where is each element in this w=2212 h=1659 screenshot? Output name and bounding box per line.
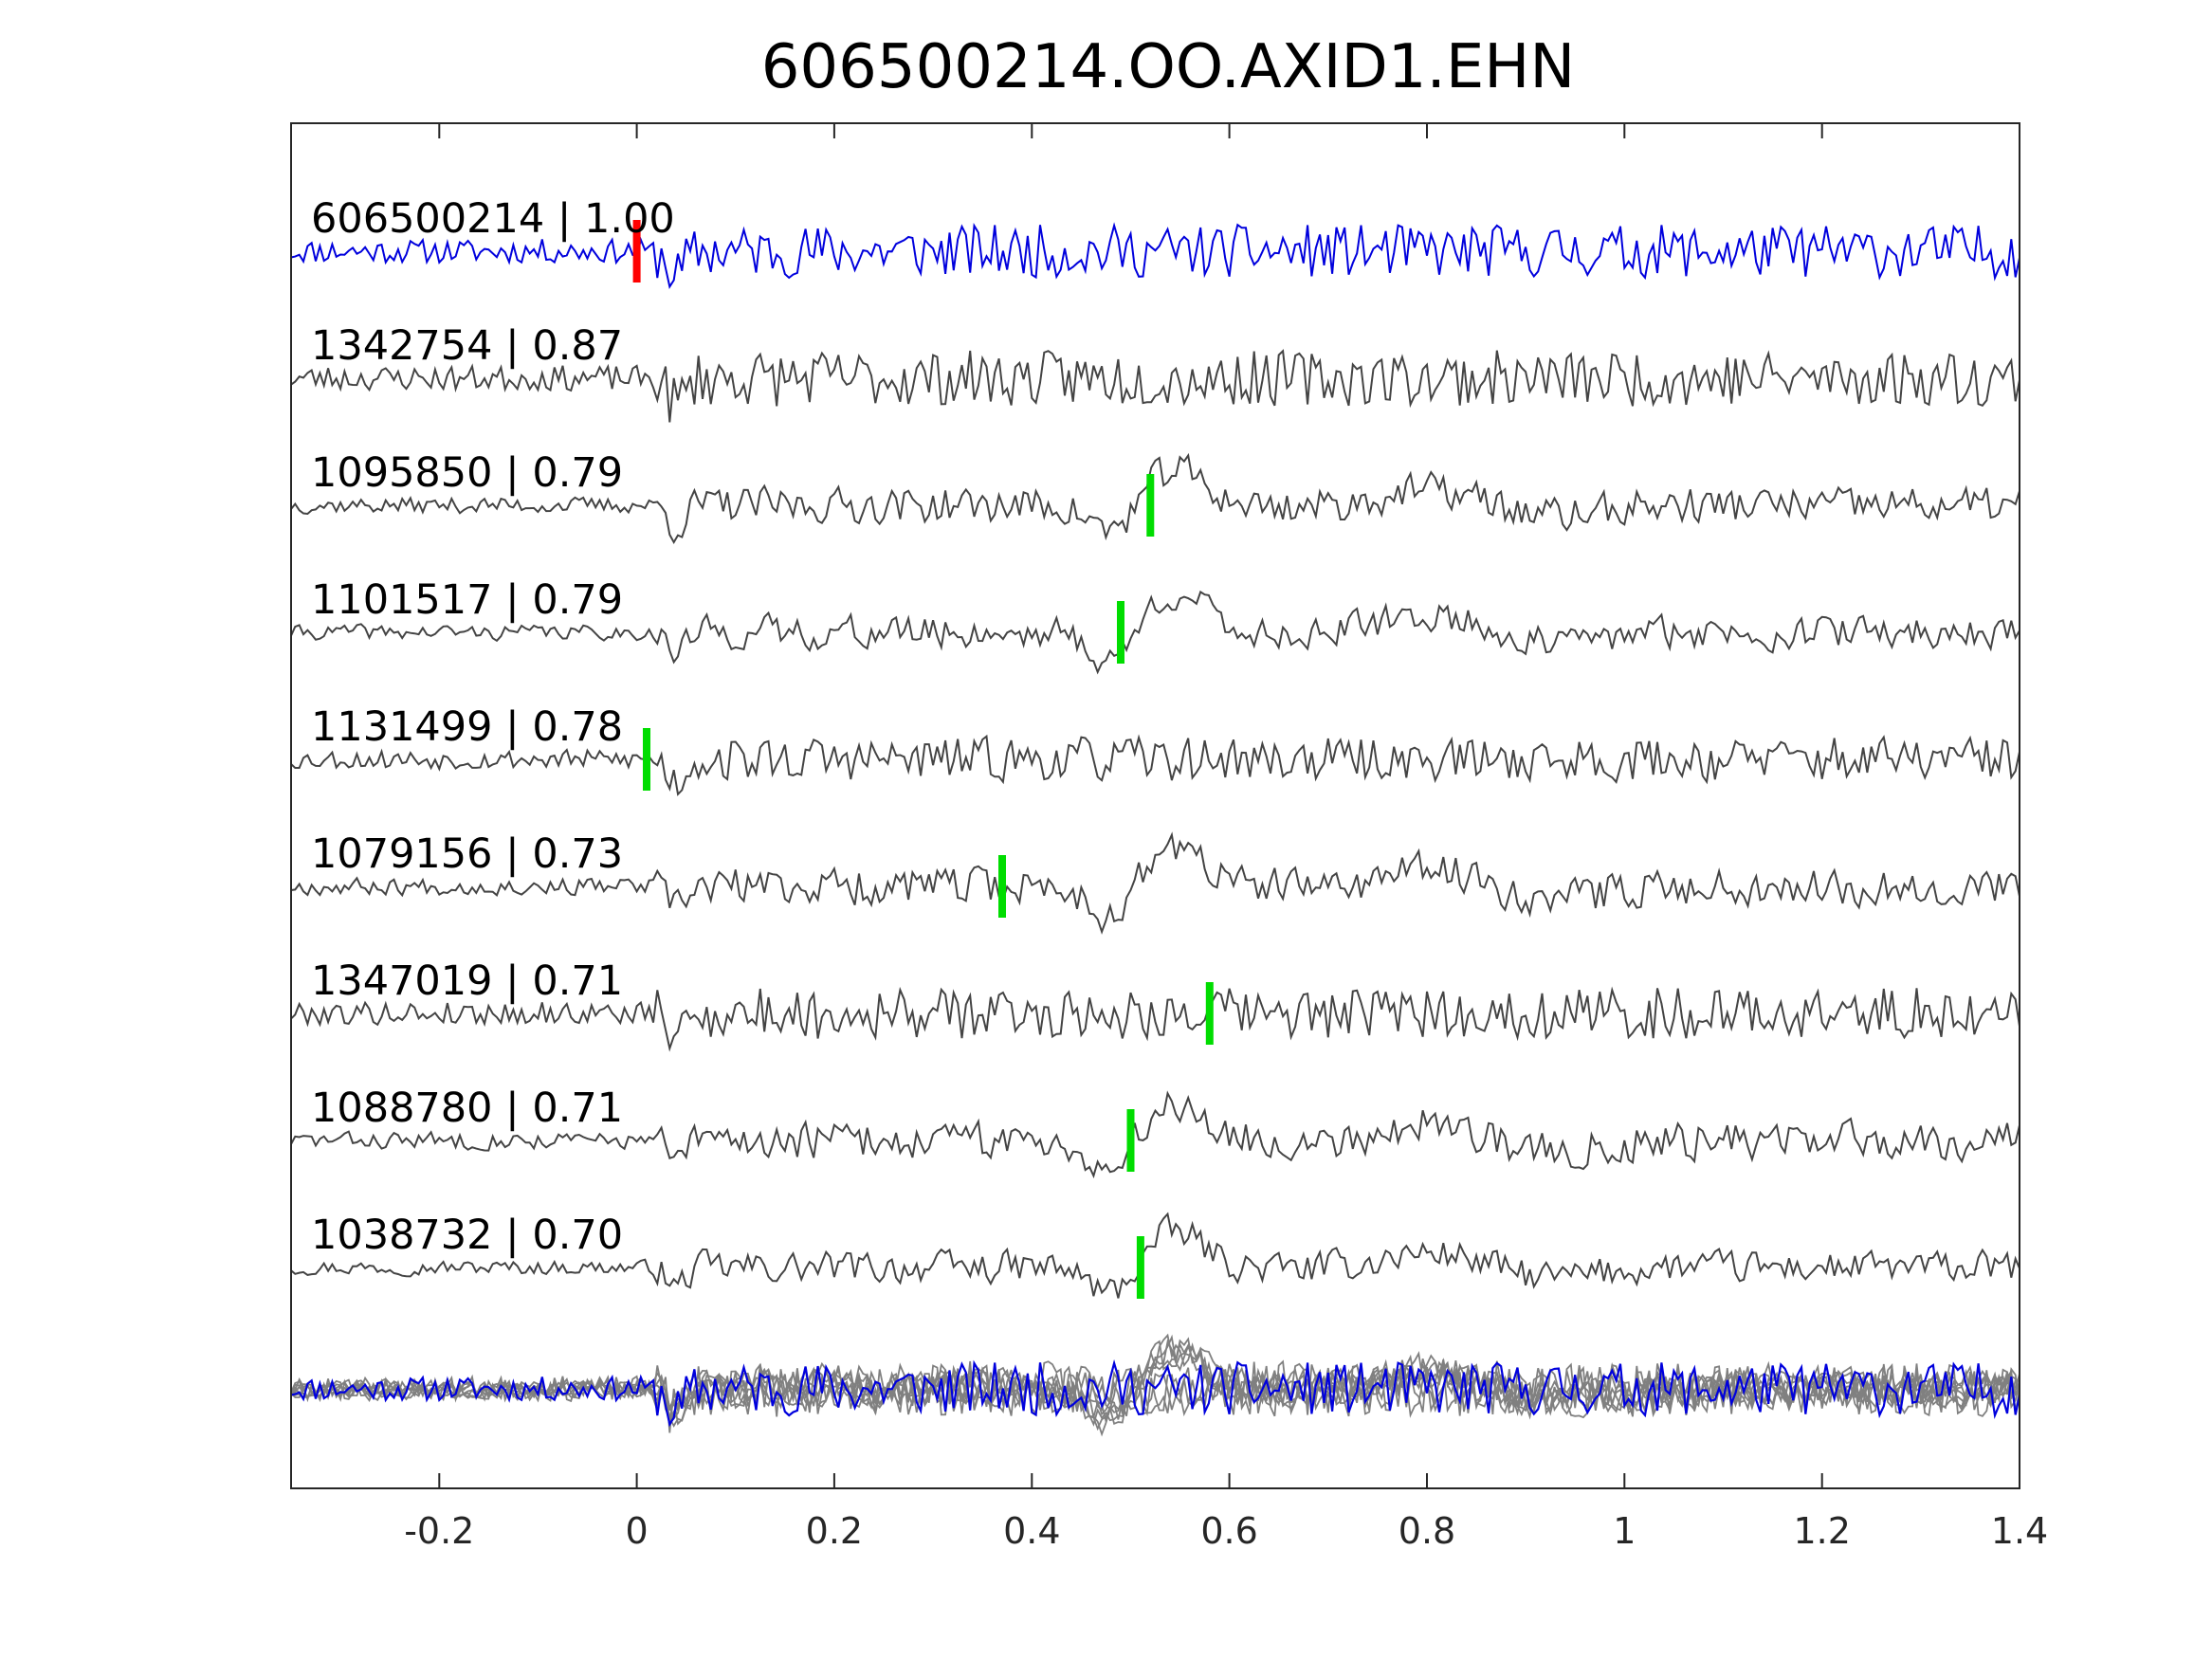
trace-line-1131499 — [290, 734, 2020, 796]
axes-frame — [290, 122, 2020, 1489]
trace-line-1088780 — [290, 1090, 2020, 1179]
trace-label-1088780: 1088780 | 0.71 — [311, 1085, 623, 1132]
trace-label-1038732: 1038732 | 0.70 — [311, 1212, 623, 1259]
pick-markers — [632, 220, 1214, 1299]
trace-label-606500214: 606500214 | 1.00 — [311, 195, 675, 243]
trace-line-1079156 — [290, 831, 2020, 935]
x-tick-label-8: 1.4 — [1991, 1510, 2048, 1552]
x-tick-label-3: 0.4 — [1003, 1510, 1060, 1552]
trace-label-1095850: 1095850 | 0.79 — [311, 449, 623, 497]
trace-labels: 606500214 | 1.00 1342754 | 0.87 1095850 | … — [311, 195, 675, 1259]
x-tick-label-1: 0 — [626, 1510, 649, 1552]
overlay-line-606500214 — [290, 1358, 2021, 1428]
trace-line-1342754 — [290, 349, 2020, 423]
x-tick-label-2: 0.2 — [806, 1510, 863, 1552]
trace-group — [290, 222, 2020, 1299]
trace-label-1342754: 1342754 | 0.87 — [311, 322, 623, 370]
trace-line-1347019 — [290, 986, 2020, 1052]
x-tick-label-7: 1.2 — [1793, 1510, 1850, 1552]
trace-label-1101517: 1101517 | 0.79 — [311, 576, 623, 624]
x-tick-label-0: -0.2 — [404, 1510, 474, 1552]
trace-line-1101517 — [290, 590, 2020, 675]
trace-line-1095850 — [290, 452, 2020, 545]
trace-label-1347019: 1347019 | 0.71 — [311, 957, 623, 1005]
x-axis-ticks: -0.2 0 0.2 0.4 0.6 0.8 1 1.2 1.4 — [404, 123, 2048, 1552]
trace-label-1131499: 1131499 | 0.78 — [311, 703, 623, 751]
stacked-overlay — [290, 1333, 2021, 1437]
x-tick-label-4: 0.6 — [1200, 1510, 1257, 1552]
trace-line-1038732 — [290, 1212, 2020, 1299]
x-tick-label-6: 1 — [1613, 1510, 1636, 1552]
trace-label-1079156: 1079156 | 0.73 — [311, 830, 623, 878]
chart-title: 606500214.OO.AXID1.EHN — [761, 32, 1576, 102]
trace-line-606500214 — [290, 222, 2020, 289]
x-tick-label-5: 0.8 — [1398, 1510, 1455, 1552]
overlay-line-1131499 — [290, 1363, 2020, 1426]
